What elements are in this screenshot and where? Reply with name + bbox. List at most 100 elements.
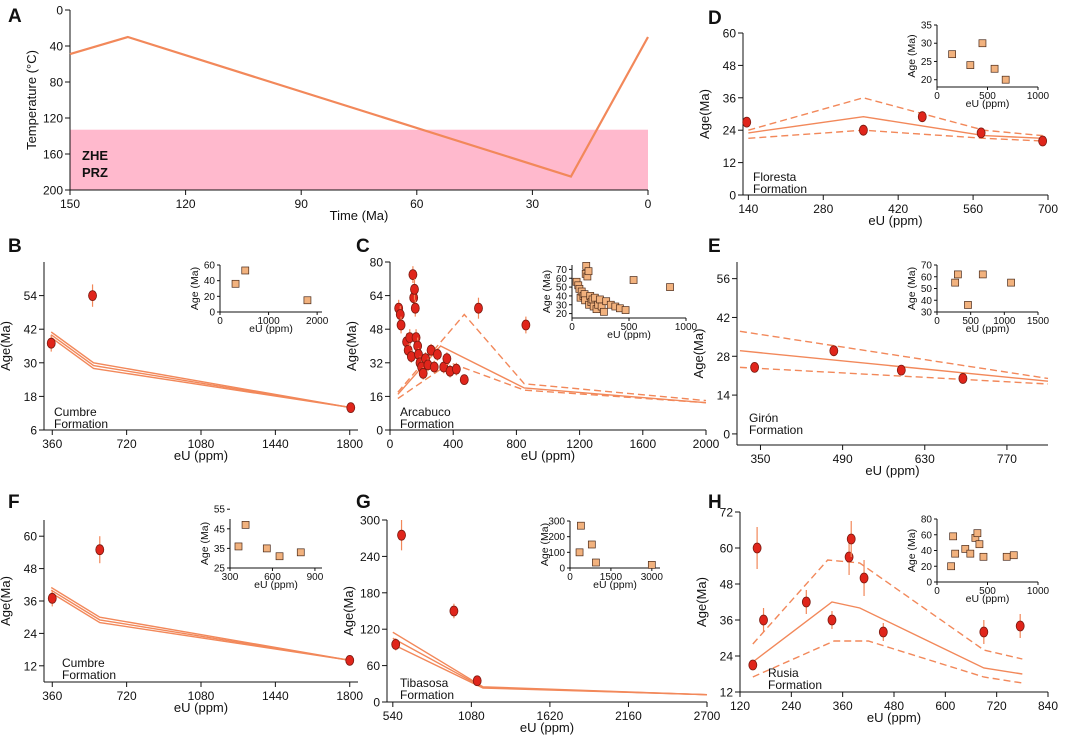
- panel-c-ytick-label: 80: [370, 256, 384, 270]
- panel-d-model-curve: [748, 129, 1043, 142]
- panel-c-inset-point: [621, 306, 630, 314]
- panel-f-xlabel: eU (ppm): [174, 700, 228, 715]
- panel-h-data-point: [752, 542, 762, 554]
- panel-d-xtick-label: 700: [1038, 202, 1058, 216]
- panel-f-ytick-label: 36: [24, 595, 38, 609]
- panel-a-xtick-label: 90: [295, 197, 309, 211]
- panel-h-data-point: [1015, 620, 1025, 632]
- panel-c-inset-ytick-label: 50: [556, 283, 568, 294]
- panel-g: G 540 1080 1620 2160 2700 0 60 120 180 240 300 eU (p…: [341, 492, 721, 735]
- panel-e-data-point: [750, 361, 760, 373]
- panel-f-xtick-label: 1800: [336, 689, 363, 703]
- panel-g-xtick-label: 1620: [537, 709, 564, 723]
- panel-g-data-point: [397, 529, 406, 541]
- zhe-prz-zone: [70, 129, 648, 190]
- panel-a-ytick-label: 200: [43, 184, 63, 198]
- panel-c-data-point: [410, 283, 419, 295]
- panel-c-label: C: [356, 236, 370, 257]
- panel-h-inset: 0 500 1000 0 20 40 60 80 eU (ppm) Age (Ma): [906, 515, 1050, 606]
- panel-f-inset-ytick-label: 25: [214, 564, 226, 575]
- panel-d-data-point: [858, 124, 868, 136]
- panel-c-xtick-label: 1200: [566, 437, 593, 451]
- panel-c-ytick-label: 16: [370, 390, 384, 404]
- panel-e-inset-xlabel: eU (ppm): [966, 323, 1010, 335]
- panel-a-ytick-label: 0: [56, 4, 63, 18]
- panel-e-ytick-label: 56: [717, 272, 731, 286]
- panel-e: E 350 490 630 770 0 14 28 42 56 eU (ppm) Age(Ma) Gir…: [691, 236, 1050, 478]
- panel-h-inset-point: [979, 552, 988, 561]
- panel-d-xlabel: eU (ppm): [868, 213, 922, 228]
- panel-b-ylabel: Age(Ma): [0, 321, 13, 371]
- panel-f-inset-point: [262, 544, 271, 553]
- panel-g-xlabel: eU (ppm): [520, 720, 574, 735]
- panel-h-xtick-label: 840: [1038, 699, 1058, 713]
- panel-c-inset-ytick-label: 30: [556, 300, 568, 311]
- panel-e-inset-point: [951, 278, 960, 287]
- panel-d-ytick-label: 36: [723, 91, 737, 105]
- panel-h-xtick-label: 240: [781, 699, 801, 713]
- panel-b-inset-ytick-label: 0: [209, 308, 215, 319]
- panel-b-inset: 0 1000 2000 0 20 40 60 eU (ppm) Age (Ma): [189, 261, 329, 336]
- panel-h-inset-ytick-label: 80: [921, 515, 933, 526]
- panel-h-inset-point: [1009, 551, 1018, 560]
- panel-g-inset-point: [577, 521, 585, 530]
- panel-g-xtick-label: 1080: [458, 709, 485, 723]
- panel-b-inset-point: [303, 296, 312, 305]
- panel-g-ytick-label: 120: [360, 623, 380, 637]
- panel-d-xtick-label: 420: [888, 202, 908, 216]
- panel-b-model-curve: [50, 337, 351, 409]
- panel-e-inset-xtick-label: 500: [962, 316, 979, 327]
- panel-h-xtick-label: 600: [935, 699, 955, 713]
- panel-h-data-point: [846, 533, 856, 545]
- panel-g-ytick-label: 180: [360, 586, 380, 600]
- panel-h-ylabel: Age(Ma): [694, 577, 709, 627]
- panel-g-inset-xtick-label: 0: [567, 572, 573, 583]
- panel-f-inset-point: [241, 521, 250, 529]
- panel-h-xtick-label: 480: [884, 699, 904, 713]
- panel-b-data-point: [88, 290, 97, 302]
- panel-f-inset-xtick-label: 600: [264, 572, 281, 583]
- panel-c-inset-xlabel: eU (ppm): [607, 329, 651, 341]
- panel-c-inset-point: [666, 283, 674, 291]
- panel-c-inset-xtick-label: 500: [621, 322, 638, 333]
- panel-c-model-curve: [397, 313, 707, 402]
- panel-g-data-point: [391, 638, 401, 650]
- panel-b-data-point: [346, 402, 356, 414]
- panel-c-inset-point: [600, 307, 608, 316]
- panel-f-data-point: [345, 655, 355, 666]
- panel-d-inset-xlabel: eU (ppm): [966, 98, 1010, 110]
- panel-d-inset-ytick-label: 35: [921, 21, 933, 32]
- panel-d-ylabel: Age(Ma): [697, 89, 712, 139]
- panel-c-data-point: [418, 367, 428, 379]
- panel-c-ytick-label: 0: [376, 424, 383, 438]
- panel-b-xtick-label: 360: [42, 437, 62, 451]
- panel-g-formation-name: Tibasosa: [400, 676, 449, 690]
- panel-a-xtick-label: 120: [176, 197, 196, 211]
- panel-h-model-curve: [752, 601, 1023, 675]
- panel-e-inset-point: [978, 270, 987, 279]
- panel-h-inset-ytick-label: 60: [921, 530, 933, 541]
- panel-e-ytick-label: 14: [717, 389, 731, 403]
- panel-b-inset-point: [231, 279, 240, 288]
- panel-c-inset-ytick-label: 60: [556, 274, 568, 285]
- panel-h-inset-point: [966, 549, 975, 558]
- panel-b-data-point: [46, 337, 56, 349]
- panel-e-ytick-label: 42: [717, 311, 731, 325]
- panel-g-inset-ytick-label: 300: [548, 517, 565, 528]
- panel-c-xtick-label: 0: [387, 437, 394, 451]
- panel-h-ytick-label: 72: [720, 506, 734, 520]
- panel-e-data-point: [829, 345, 839, 357]
- panel-g-ytick-label: 60: [367, 659, 381, 673]
- panel-c-inset-xtick-label: 1000: [675, 322, 698, 333]
- panel-a-ytick-label: 120: [43, 112, 63, 126]
- panel-f-xtick-label: 360: [42, 689, 62, 703]
- panel-e-label: E: [708, 236, 721, 257]
- panel-d-formation-word: Formation: [753, 182, 807, 196]
- panel-g-formation-word: Formation: [400, 688, 454, 702]
- panel-e-inset-point: [964, 301, 972, 309]
- panel-h-inset-point: [961, 545, 970, 553]
- panel-f-inset-ylabel: Age (Ma): [199, 522, 211, 565]
- panel-f-formation-name: Cumbre: [62, 656, 105, 670]
